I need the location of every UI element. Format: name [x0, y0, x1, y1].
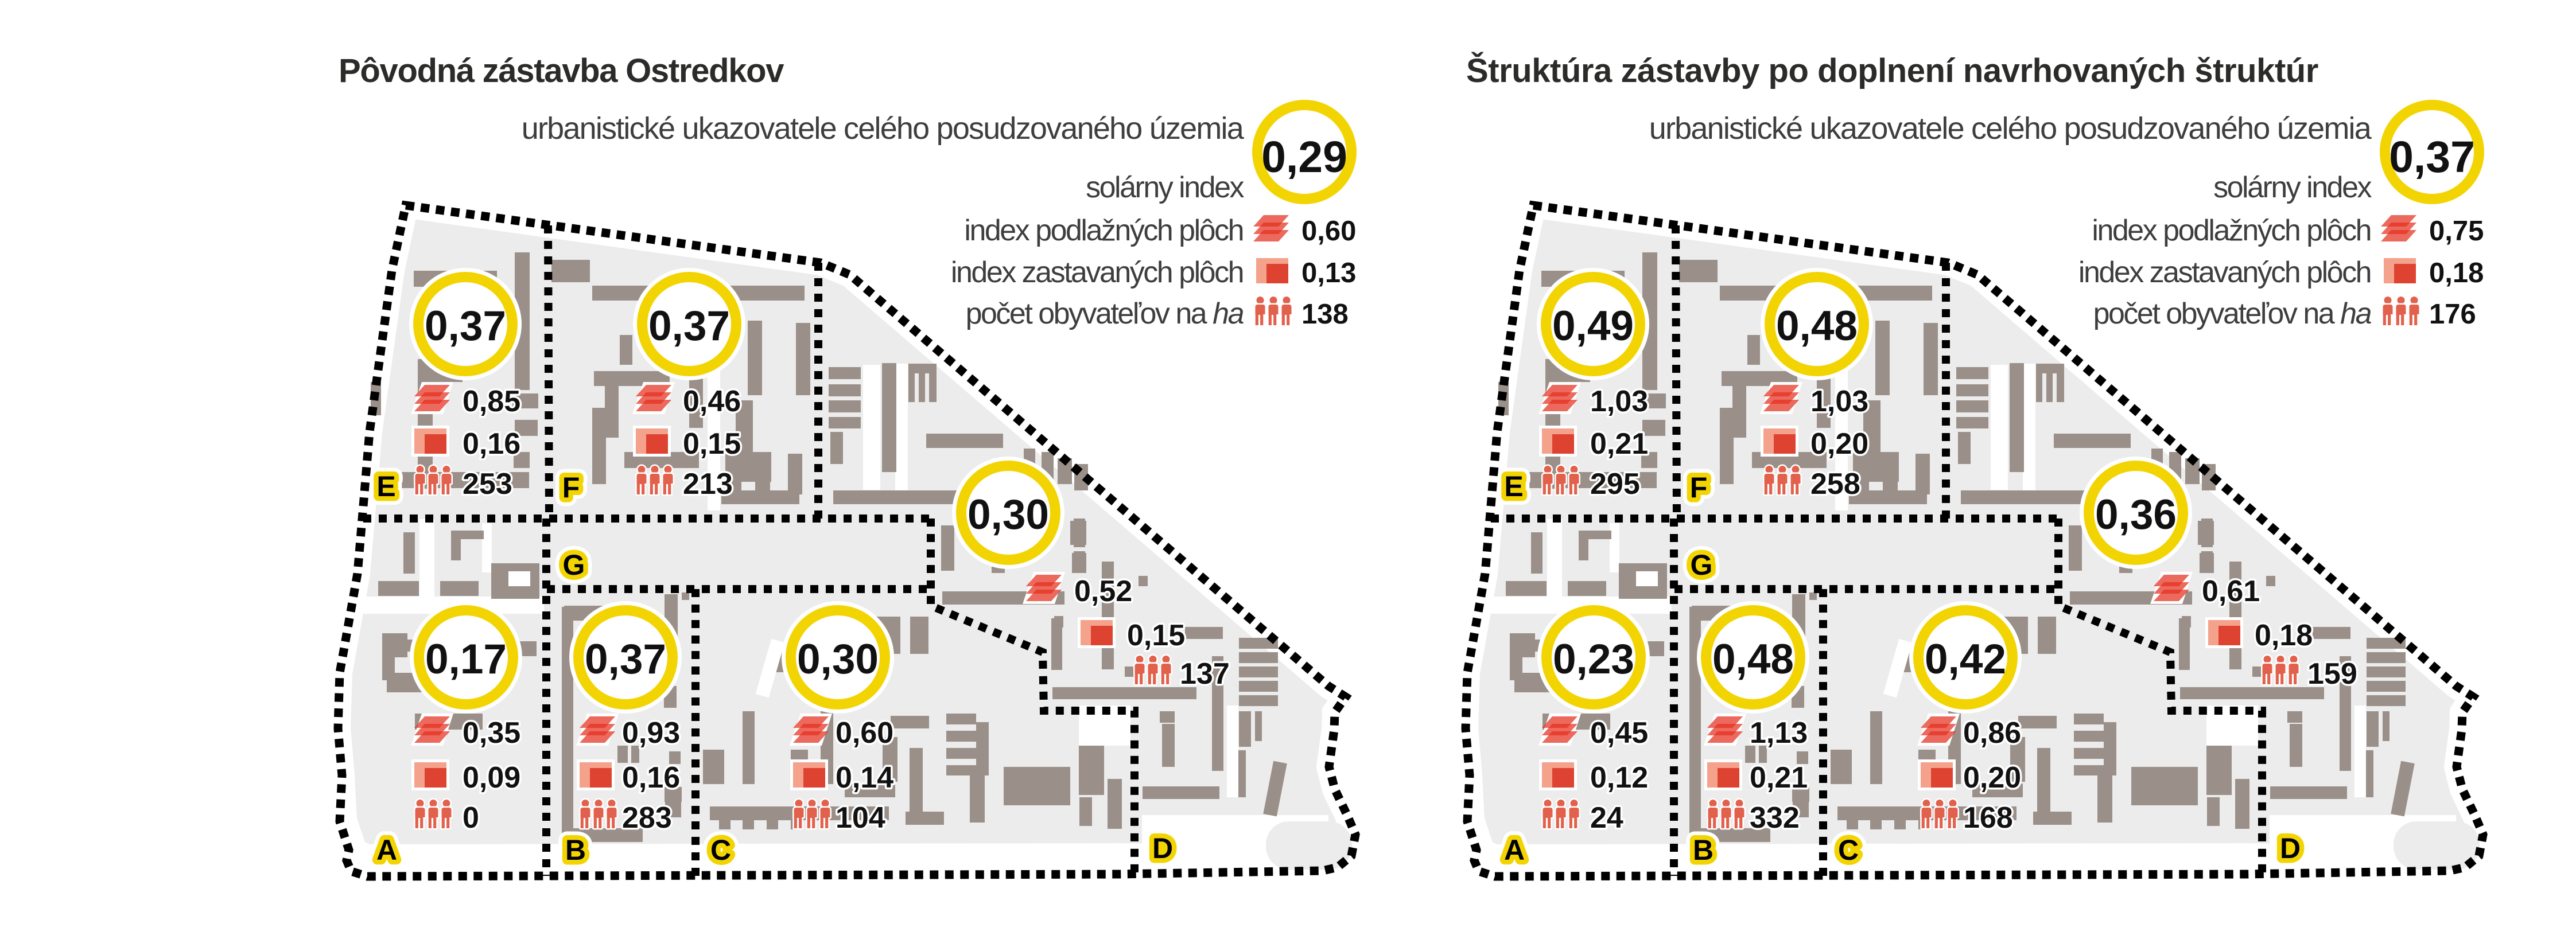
- svg-text:0,61: 0,61: [2202, 575, 2260, 608]
- svg-text:E: E: [376, 470, 395, 502]
- svg-text:0,18: 0,18: [2429, 258, 2484, 289]
- svg-text:E: E: [1504, 470, 1523, 502]
- svg-text:F: F: [1690, 471, 1708, 504]
- svg-text:0,86: 0,86: [1963, 716, 2021, 750]
- svg-text:0,14: 0,14: [836, 761, 893, 794]
- svg-text:213: 213: [683, 467, 733, 501]
- svg-text:0,16: 0,16: [463, 427, 520, 461]
- svg-text:G: G: [1691, 549, 1713, 581]
- svg-text:0,60: 0,60: [1301, 216, 1356, 247]
- svg-text:24: 24: [1590, 801, 1623, 835]
- svg-text:159: 159: [2307, 657, 2357, 691]
- svg-text:0,12: 0,12: [1590, 761, 1648, 794]
- svg-text:0,49: 0,49: [1552, 303, 1634, 349]
- svg-text:B: B: [1693, 834, 1714, 866]
- svg-text:168: 168: [1963, 801, 2013, 835]
- svg-text:0,18: 0,18: [2255, 619, 2313, 652]
- svg-text:index zastavaných plôch: index zastavaných plôch: [2078, 256, 2371, 289]
- svg-text:0,48: 0,48: [1776, 303, 1858, 349]
- svg-text:0,93: 0,93: [622, 716, 680, 750]
- svg-text:C: C: [710, 834, 731, 866]
- svg-text:D: D: [1152, 832, 1173, 864]
- svg-text:0,16: 0,16: [622, 761, 680, 794]
- svg-text:253: 253: [463, 467, 512, 501]
- svg-text:332: 332: [1750, 801, 1800, 835]
- svg-text:0: 0: [463, 801, 479, 835]
- svg-text:138: 138: [1301, 299, 1349, 330]
- svg-text:0,60: 0,60: [836, 716, 893, 750]
- svg-text:104: 104: [836, 801, 885, 835]
- svg-text:1,13: 1,13: [1750, 716, 1808, 750]
- svg-text:index podlažných plôch: index podlažných plôch: [2092, 214, 2371, 247]
- svg-text:počet obyvateľov na ha: počet obyvateľov na ha: [2093, 297, 2372, 330]
- svg-text:0,29: 0,29: [1261, 132, 1347, 182]
- svg-text:0,46: 0,46: [683, 385, 741, 418]
- svg-text:Štruktúra zástavby po doplnení: Štruktúra zástavby po doplnení navrhovan…: [1466, 52, 2318, 89]
- svg-text:0,20: 0,20: [1810, 427, 1868, 461]
- svg-text:0,13: 0,13: [1301, 258, 1356, 289]
- svg-text:0,17: 0,17: [425, 636, 507, 683]
- svg-text:0,48: 0,48: [1712, 636, 1794, 683]
- svg-text:B: B: [565, 834, 586, 866]
- svg-text:258: 258: [1810, 467, 1860, 501]
- svg-text:295: 295: [1590, 467, 1640, 501]
- svg-text:0,30: 0,30: [797, 636, 879, 683]
- svg-text:počet obyvateľov na ha: počet obyvateľov na ha: [966, 297, 1244, 330]
- svg-text:0,35: 0,35: [463, 716, 520, 750]
- svg-text:A: A: [376, 834, 397, 866]
- svg-text:G: G: [563, 549, 585, 581]
- svg-text:C: C: [1838, 834, 1859, 866]
- svg-text:0,09: 0,09: [463, 761, 520, 794]
- svg-text:0,37: 0,37: [648, 303, 730, 349]
- svg-text:0,15: 0,15: [683, 427, 741, 461]
- svg-text:0,21: 0,21: [1590, 427, 1648, 461]
- svg-text:137: 137: [1180, 657, 1230, 691]
- svg-text:0,36: 0,36: [2095, 492, 2177, 538]
- svg-text:0,37: 0,37: [2389, 132, 2475, 182]
- svg-text:0,85: 0,85: [463, 385, 520, 418]
- svg-text:A: A: [1504, 834, 1525, 866]
- svg-text:0,23: 0,23: [1553, 636, 1634, 683]
- svg-text:1,03: 1,03: [1590, 385, 1648, 418]
- svg-text:0,45: 0,45: [1590, 716, 1648, 750]
- svg-text:0,30: 0,30: [968, 492, 1049, 538]
- svg-text:0,20: 0,20: [1963, 761, 2021, 794]
- svg-text:solárny index: solárny index: [2213, 171, 2372, 204]
- svg-text:Pôvodná zástavba Ostredkov: Pôvodná zástavba Ostredkov: [339, 52, 784, 89]
- svg-text:index zastavaných plôch: index zastavaných plôch: [951, 256, 1243, 289]
- svg-text:D: D: [2280, 832, 2301, 864]
- svg-text:0,15: 0,15: [1127, 619, 1185, 652]
- svg-text:F: F: [562, 471, 580, 504]
- svg-text:0,52: 0,52: [1074, 575, 1132, 608]
- svg-text:0,42: 0,42: [1925, 636, 2006, 683]
- svg-text:1,03: 1,03: [1810, 385, 1868, 418]
- svg-text:0,37: 0,37: [425, 303, 506, 349]
- svg-text:0,75: 0,75: [2429, 216, 2484, 247]
- svg-text:283: 283: [622, 801, 672, 835]
- svg-text:index podlažných plôch: index podlažných plôch: [964, 214, 1243, 247]
- svg-text:urbanistické ukazovatele celéh: urbanistické ukazovatele celého posudzov…: [1649, 111, 2372, 146]
- svg-text:solárny index: solárny index: [1086, 171, 1244, 204]
- svg-text:0,21: 0,21: [1750, 761, 1808, 794]
- svg-text:176: 176: [2429, 299, 2476, 330]
- svg-text:urbanistické ukazovatele celéh: urbanistické ukazovatele celého posudzov…: [522, 111, 1245, 146]
- svg-text:0,37: 0,37: [585, 636, 666, 683]
